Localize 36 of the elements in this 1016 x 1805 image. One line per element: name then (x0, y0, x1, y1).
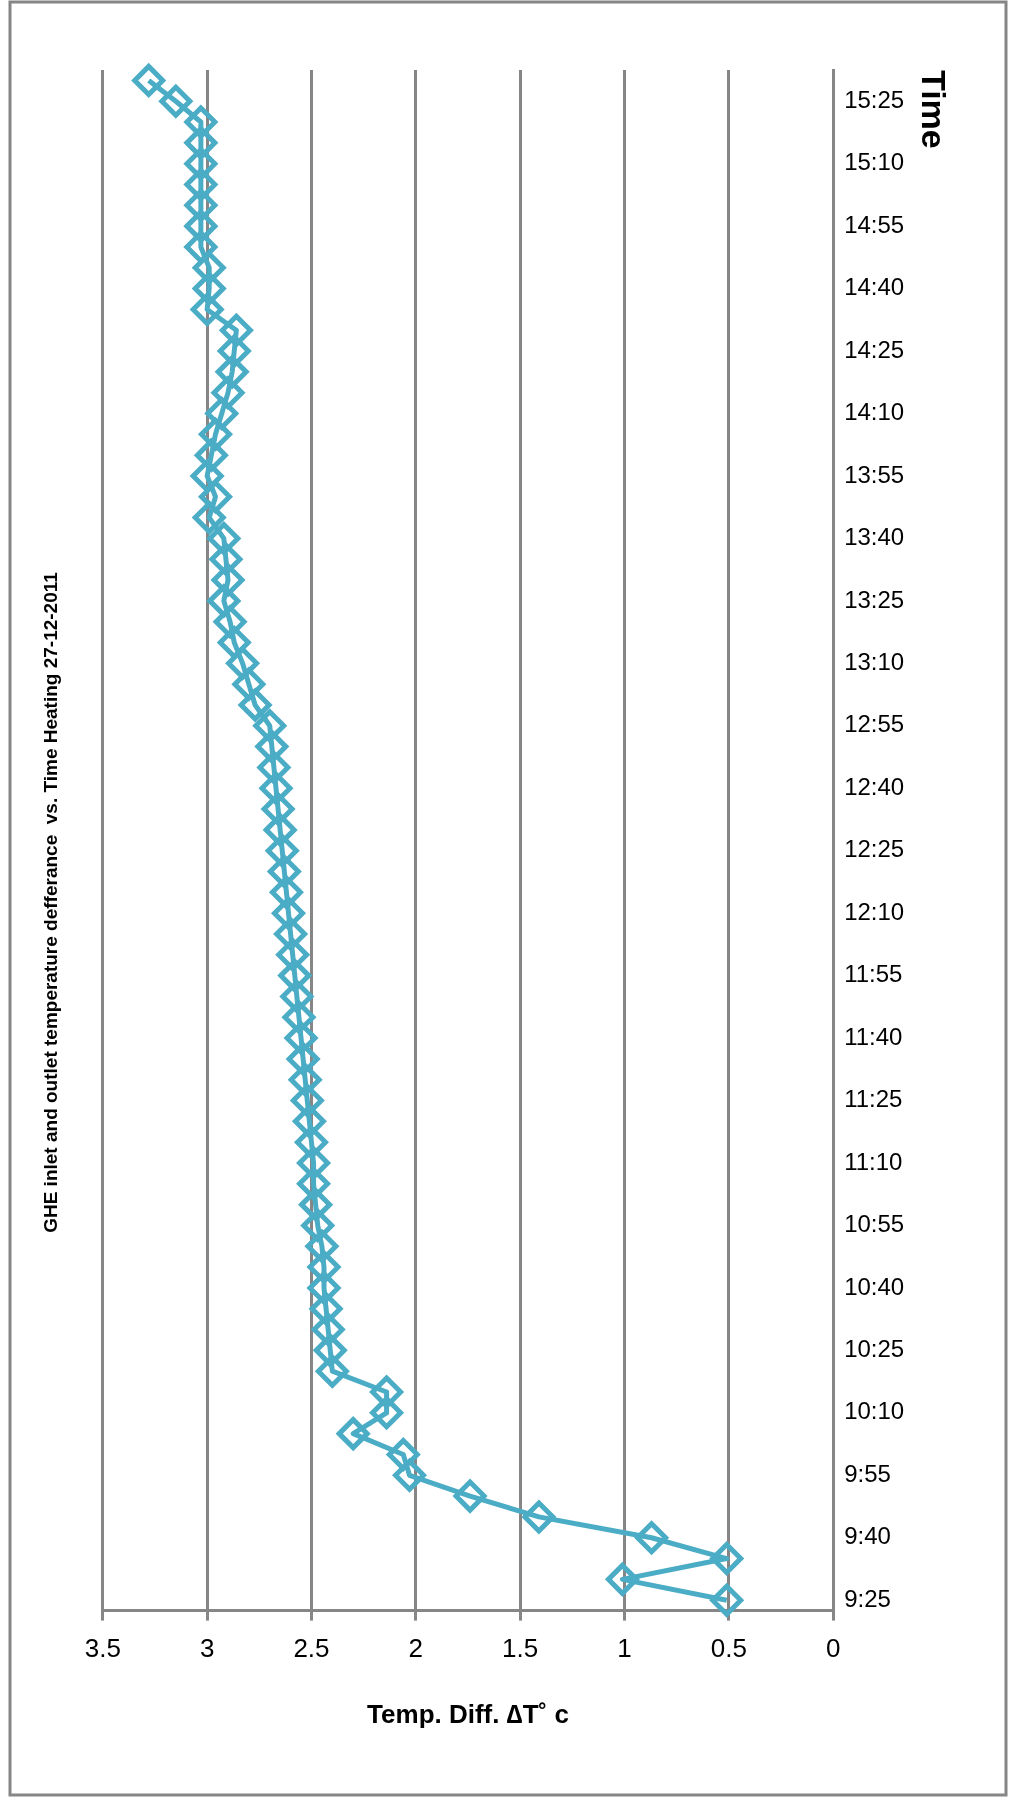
y-tick-label: 9:25 (844, 1584, 891, 1612)
y-tick-label: 9:40 (844, 1522, 891, 1550)
y-tick-label: 13:55 (844, 460, 905, 488)
y-tick-label: 12:55 (844, 710, 905, 738)
y-tick-label: 13:10 (844, 647, 905, 675)
y-tick-label: 11:55 (844, 960, 903, 988)
y-axis-title: Time (915, 70, 954, 149)
x-tick-label: 1.5 (502, 1633, 539, 1664)
y-tick-label: 14:25 (844, 335, 905, 363)
y-tick-label: 10:40 (844, 1272, 905, 1300)
y-tick-label: 11:10 (844, 1147, 903, 1175)
x-tick-label: 2 (408, 1633, 424, 1664)
y-tick-label: 12:10 (844, 897, 905, 925)
y-tick-label: 10:10 (844, 1397, 905, 1425)
y-tick-label: 9:55 (844, 1459, 891, 1487)
x-tick-label: 3 (199, 1633, 215, 1664)
y-tick-label: 15:25 (844, 85, 905, 113)
y-tick-label: 10:25 (844, 1334, 905, 1362)
y-tick-label: 13:40 (844, 523, 905, 551)
y-tick-label: 10:55 (844, 1210, 905, 1238)
x-tick-label: 3.5 (84, 1633, 121, 1664)
y-tick-label: 14:10 (844, 398, 905, 426)
x-tick-label: 0.5 (710, 1633, 747, 1664)
text: GHE inlet and outlet temperature defferance vs. Time Heating 27-12-2011 (39, 571, 61, 1233)
x-tick-label: 1 (617, 1633, 632, 1664)
y-tick-label: 15:10 (844, 148, 905, 176)
y-tick-label: 14:40 (844, 273, 905, 301)
y-tick-label: 11:40 (844, 1022, 903, 1050)
x-tick-label: 0 (825, 1633, 841, 1664)
y-tick-label: 12:25 (844, 835, 905, 863)
y-tick-label: 14:55 (844, 210, 905, 238)
x-tick-label: 2.5 (293, 1633, 330, 1664)
y-tick-label: 12:40 (844, 772, 905, 800)
y-tick-label: 13:25 (844, 585, 905, 613)
y-tick-label: 11:25 (844, 1085, 903, 1113)
x-axis-title: Temp. Diff. ∆T˚ c (367, 1698, 569, 1729)
